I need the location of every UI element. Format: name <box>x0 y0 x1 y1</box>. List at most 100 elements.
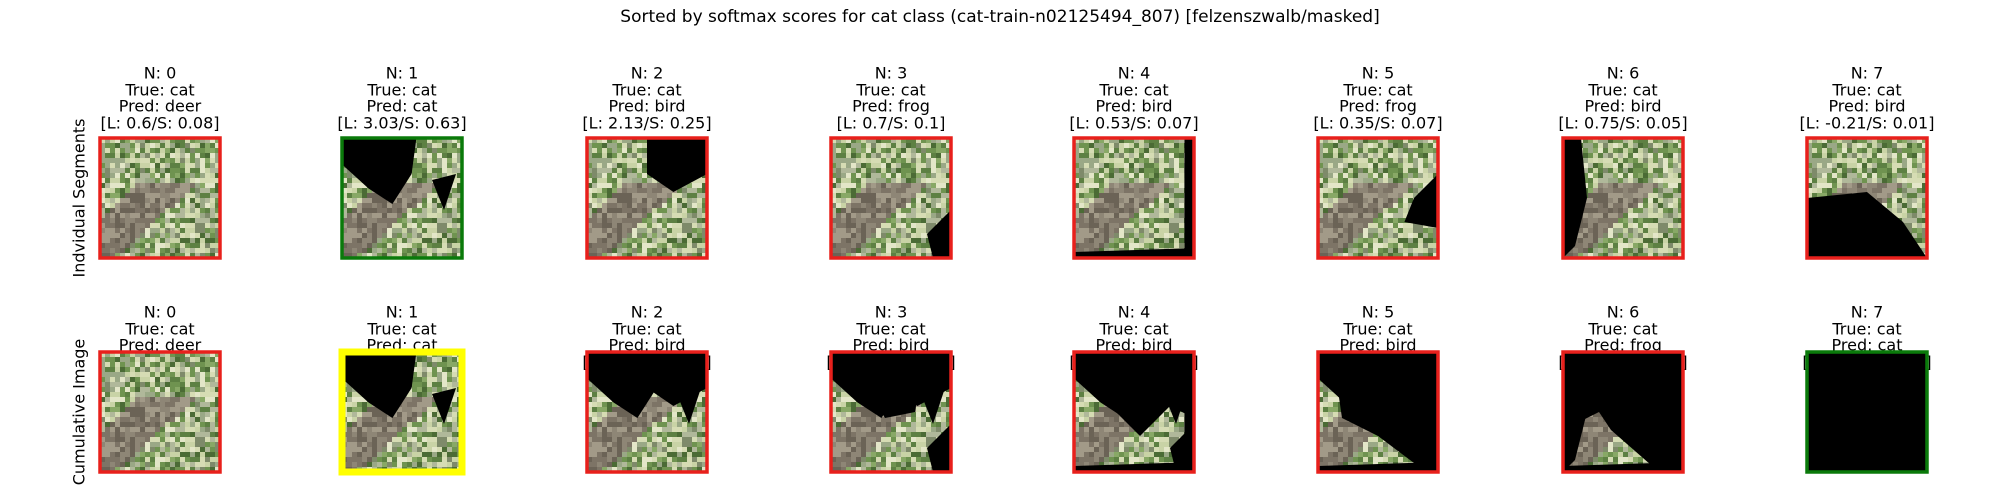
pixel <box>115 223 121 229</box>
pixel <box>422 158 428 164</box>
pixel <box>1897 173 1903 179</box>
pixel <box>871 153 877 159</box>
pixel <box>412 223 418 229</box>
pixel <box>1917 228 1923 234</box>
pixel <box>612 173 618 179</box>
pixel <box>120 143 126 149</box>
pixel <box>155 402 161 408</box>
pixel <box>612 228 618 234</box>
pixel <box>1413 158 1419 164</box>
pixel <box>110 392 116 398</box>
pixel <box>1373 208 1379 214</box>
pixel <box>1393 218 1399 224</box>
pixel <box>1099 248 1105 254</box>
pixel <box>447 203 453 209</box>
pixel <box>1129 223 1135 229</box>
pixel <box>1393 213 1399 219</box>
pixel <box>1159 188 1165 194</box>
pixel <box>352 213 358 219</box>
pixel <box>125 372 131 378</box>
pixel <box>1668 248 1674 254</box>
pixel <box>105 143 111 149</box>
pixel <box>1673 228 1679 234</box>
pixel <box>612 223 618 229</box>
pixel <box>1658 233 1664 239</box>
pixel <box>457 198 463 204</box>
pixel <box>432 218 438 224</box>
pixel <box>1827 173 1833 179</box>
pixel <box>115 158 121 164</box>
pixel <box>1613 183 1619 189</box>
pixel <box>170 213 176 219</box>
pixel <box>130 178 136 184</box>
pixel <box>135 382 141 388</box>
pixel <box>1678 213 1684 219</box>
pixel <box>205 397 211 403</box>
pixel <box>1408 148 1414 154</box>
pixel <box>602 248 608 254</box>
pixel <box>352 203 358 209</box>
pixel <box>1323 238 1329 244</box>
pixel <box>921 223 927 229</box>
pixel <box>1318 178 1324 184</box>
pixel <box>906 248 912 254</box>
pixel <box>347 233 353 239</box>
pixel <box>1388 193 1394 199</box>
pixel <box>1648 138 1654 144</box>
pixel <box>115 392 121 398</box>
pixel <box>652 193 658 199</box>
pixel <box>1099 233 1105 239</box>
pixel <box>170 183 176 189</box>
pixel <box>190 377 196 383</box>
pixel <box>1393 143 1399 149</box>
pixel <box>125 397 131 403</box>
pixel <box>352 178 358 184</box>
pixel <box>1668 213 1674 219</box>
pixel <box>1922 238 1928 244</box>
pixel <box>1139 228 1145 234</box>
pixel <box>592 198 598 204</box>
pixel <box>1358 158 1364 164</box>
pixel <box>120 228 126 234</box>
pixel <box>856 183 862 189</box>
pixel <box>427 168 433 174</box>
pixel <box>150 178 156 184</box>
pixel <box>1089 168 1095 174</box>
pixel <box>1638 213 1644 219</box>
pixel <box>1348 163 1354 169</box>
pixel <box>657 203 663 209</box>
pixel <box>871 208 877 214</box>
pixel <box>891 218 897 224</box>
pixel <box>622 153 628 159</box>
pixel <box>1388 203 1394 209</box>
pixel <box>702 183 708 189</box>
pixel <box>1623 198 1629 204</box>
pixel <box>1124 198 1130 204</box>
pixel <box>1388 183 1394 189</box>
pixel <box>145 188 151 194</box>
pixel <box>200 198 206 204</box>
pixel <box>861 228 867 234</box>
pixel <box>861 193 867 199</box>
pixel <box>1847 183 1853 189</box>
pixel <box>155 243 161 249</box>
pixel <box>407 208 413 214</box>
pixel <box>402 193 408 199</box>
pixel <box>1628 183 1634 189</box>
pixel <box>367 208 373 214</box>
pixel <box>165 198 171 204</box>
pixel <box>105 248 111 254</box>
pixel <box>1668 178 1674 184</box>
pixel <box>1628 138 1634 144</box>
pixel <box>145 253 151 259</box>
pixel <box>367 253 373 259</box>
pixel <box>1807 138 1813 144</box>
pixel <box>1333 143 1339 149</box>
pixel <box>597 158 603 164</box>
pixel <box>1857 188 1863 194</box>
pixel <box>702 248 708 254</box>
pixel <box>140 243 146 249</box>
pixel <box>200 173 206 179</box>
pixel <box>926 203 932 209</box>
pixel <box>387 233 393 239</box>
